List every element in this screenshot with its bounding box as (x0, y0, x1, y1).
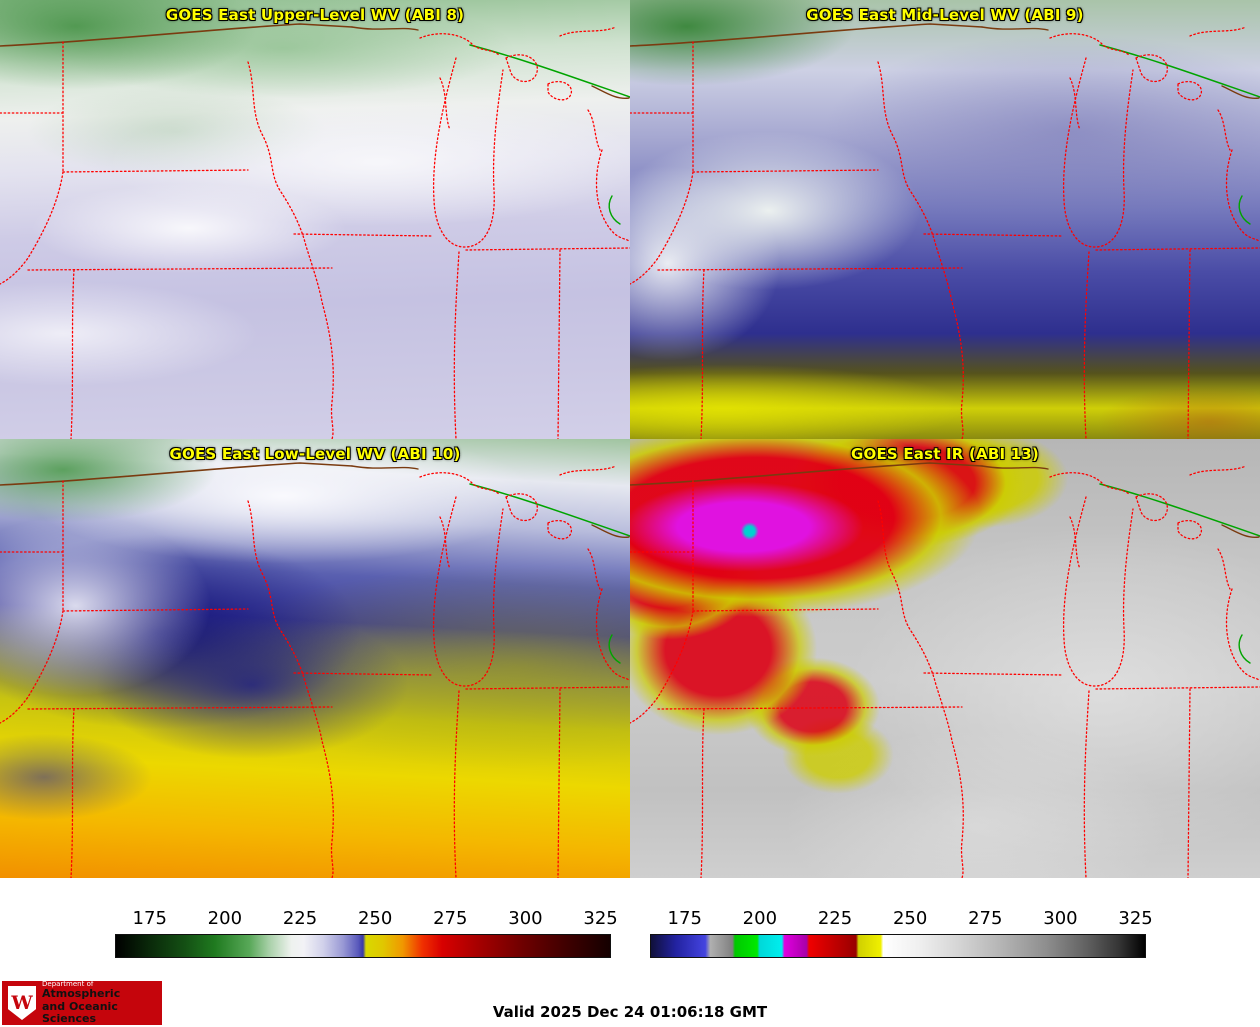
tick-label: 175 (132, 908, 167, 929)
valid-time: Valid 2025 Dec 24 01:06:18 GMT (492, 1003, 768, 1021)
colorbar-ir-gradient (650, 934, 1146, 958)
tick-label: 275 (433, 908, 468, 929)
uw-aos-logo: W Department of Atmospheric and Oceanic … (2, 980, 162, 1026)
tick-label: 325 (583, 908, 618, 929)
tick-label: 175 (667, 908, 702, 929)
tick-label: 275 (968, 908, 1003, 929)
tick-label: 200 (207, 908, 243, 929)
panel-ir: GOES East IR (ABI 13) (630, 439, 1260, 878)
state-boundaries-overlay (0, 439, 630, 878)
tick-label: 300 (508, 908, 543, 929)
tick-label: 250 (892, 908, 928, 929)
tick-label: 225 (817, 908, 853, 929)
panel-title-abi10: GOES East Low-Level WV (ABI 10) (169, 445, 461, 463)
tick-label: 250 (357, 908, 393, 929)
colorbar-wv: 175 200 225 250 275 300 325 (115, 908, 618, 958)
panel-low-level-wv: GOES East Low-Level WV (ABI 10) (0, 439, 630, 878)
panel-mid-level-wv: GOES East Mid-Level WV (ABI 9) (630, 0, 1260, 439)
footer: 175 200 225 250 275 300 325 175 200 225 … (0, 878, 1260, 1027)
panel-grid: GOES East Upper-Level WV (ABI 8) GOES Ea… (0, 0, 1260, 878)
tick-label: 200 (742, 908, 778, 929)
logo-line-1: Atmospheric (42, 987, 121, 1001)
tick-label: 225 (282, 908, 318, 929)
state-boundaries-overlay (630, 0, 1260, 439)
tick-label: 325 (1118, 908, 1153, 929)
state-boundaries-overlay (0, 0, 630, 439)
colorbar-wv-gradient (115, 934, 611, 958)
logo-dept-line: Department of (42, 980, 94, 989)
panel-title-abi9: GOES East Mid-Level WV (ABI 9) (806, 6, 1084, 24)
uw-aos-logo-text: Department of Atmospheric and Oceanic Sc… (42, 980, 156, 1026)
colorbar-wv-ticks: 175 200 225 250 275 300 325 (115, 908, 618, 934)
logo-line-2: and Oceanic Sciences (42, 999, 118, 1026)
state-boundaries-overlay (630, 439, 1260, 878)
panel-title-abi8: GOES East Upper-Level WV (ABI 8) (165, 6, 465, 24)
panel-upper-level-wv: GOES East Upper-Level WV (ABI 8) (0, 0, 630, 439)
colorbar-ir-ticks: 175 200 225 250 275 300 325 (650, 908, 1153, 934)
colorbar-ir: 175 200 225 250 275 300 325 (650, 908, 1153, 958)
panel-title-abi13: GOES East IR (ABI 13) (850, 445, 1039, 463)
tick-label: 300 (1043, 908, 1078, 929)
